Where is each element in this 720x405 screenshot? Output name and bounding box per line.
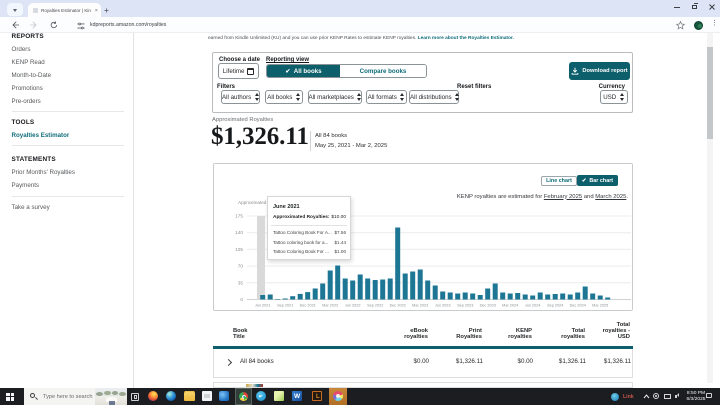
svg-text:Mar 2023: Mar 2023 — [412, 304, 428, 308]
svg-text:140: 140 — [235, 230, 243, 235]
svg-text:70: 70 — [238, 264, 244, 269]
svg-text:0: 0 — [240, 297, 243, 302]
svg-text:105: 105 — [235, 247, 243, 252]
svg-text:Mar 2024: Mar 2024 — [502, 304, 518, 308]
svg-text:Jun 2021: Jun 2021 — [255, 304, 271, 308]
svg-text:35: 35 — [238, 280, 244, 285]
svg-text:Jun 2022: Jun 2022 — [345, 304, 361, 308]
svg-text:Jun 2024: Jun 2024 — [525, 304, 541, 308]
svg-text:175: 175 — [235, 214, 243, 219]
svg-text:Dec 2023: Dec 2023 — [480, 304, 496, 308]
svg-text:Dec 2021: Dec 2021 — [300, 304, 316, 308]
svg-text:Mar 2025: Mar 2025 — [592, 304, 608, 308]
svg-text:Sep 2024: Sep 2024 — [547, 304, 563, 308]
svg-text:Sep 2023: Sep 2023 — [457, 304, 473, 308]
svg-text:Sep 2021: Sep 2021 — [277, 304, 293, 308]
svg-text:Jun 2023: Jun 2023 — [435, 304, 451, 308]
svg-text:Mar 2022: Mar 2022 — [322, 304, 338, 308]
svg-text:Sep 2022: Sep 2022 — [367, 304, 383, 308]
svg-text:Dec 2024: Dec 2024 — [570, 304, 586, 308]
svg-text:Dec 2022: Dec 2022 — [390, 304, 406, 308]
